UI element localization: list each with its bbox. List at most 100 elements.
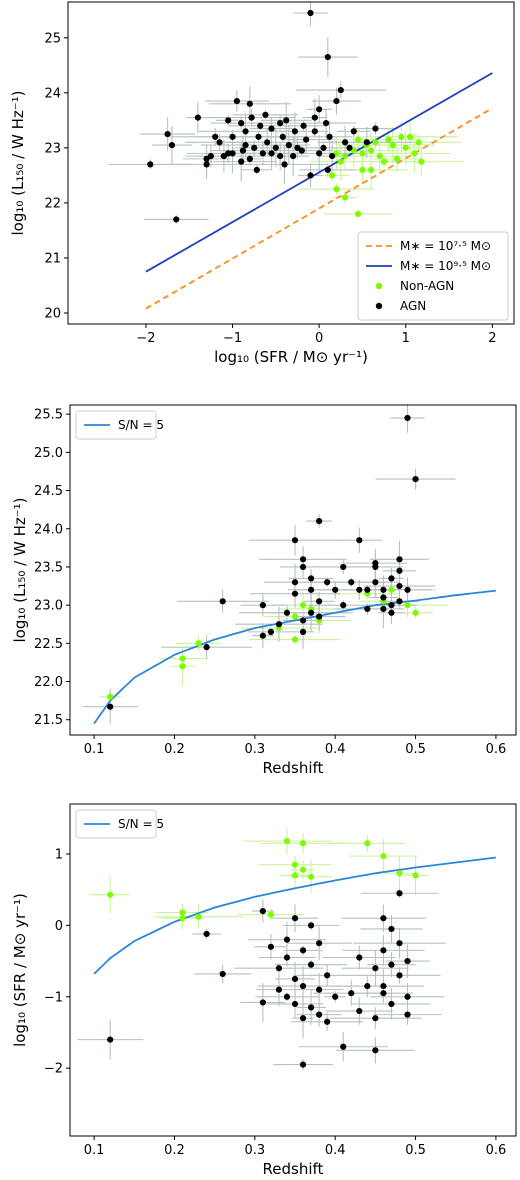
x-tick-label: 0.4: [325, 742, 346, 757]
agn-point: [238, 119, 245, 127]
agn-point: [212, 133, 219, 140]
non-agn-point: [195, 640, 202, 647]
agn-point: [396, 598, 403, 605]
agn-point: [272, 144, 279, 151]
agn-point: [388, 1000, 395, 1008]
agn-point: [283, 936, 291, 943]
panel-redshift-vs-luminosity: 0.1 0.2 0.3 0.4 0.5 0.6 21.5 22.0 22.5 23.0 23.5 24…: [11, 404, 517, 777]
agn-point: [356, 586, 363, 593]
agn-point: [388, 575, 395, 582]
agn-point: [279, 133, 286, 140]
non-agn-point: [402, 144, 409, 151]
agn-point: [311, 128, 318, 135]
y-tick-label: 22.5: [34, 637, 63, 652]
agn-point: [246, 100, 253, 107]
agn-point: [388, 925, 395, 933]
agn-point: [307, 1004, 315, 1011]
y-axis-label: log₁₀ (L₁₅₀ / W Hz⁻¹): [11, 497, 29, 642]
agn-point: [380, 990, 387, 997]
agn-point: [307, 9, 314, 17]
non-agn-point: [179, 915, 186, 922]
non-agn-point: [385, 136, 392, 143]
y-axis-label: log₁₀ (SFR / M⊙ yr⁻¹): [11, 893, 29, 1047]
non-agn-point: [291, 861, 299, 868]
axes-frame: [69, 404, 517, 736]
agn-point: [380, 915, 387, 922]
y-tick-label: 24.0: [34, 522, 63, 537]
agn-point: [307, 586, 315, 593]
agn-point: [259, 602, 266, 609]
non-agn-point: [337, 158, 344, 165]
x-tick-label: 2: [488, 331, 496, 346]
agn-point: [316, 598, 323, 605]
line-series: [93, 589, 497, 725]
agn-point: [194, 114, 202, 121]
agn-point: [356, 537, 363, 544]
agn-point: [364, 982, 371, 990]
agn-point: [299, 947, 307, 954]
non-agn-point: [291, 613, 299, 620]
y-tick-label: 25.0: [34, 446, 63, 461]
agn-point: [380, 594, 387, 601]
agn-point: [356, 1007, 363, 1015]
agn-point: [372, 1015, 379, 1022]
agn-point: [264, 139, 271, 146]
agn-point: [388, 961, 395, 968]
agn-point: [320, 144, 327, 151]
agn-point: [253, 166, 260, 173]
agn-point: [311, 114, 318, 121]
non-agn-point: [333, 186, 340, 193]
non-agn-point: [355, 210, 362, 218]
legend-box: [75, 809, 157, 839]
agn-point: [299, 982, 307, 990]
agn-point: [238, 158, 245, 165]
legend-swatch-agn: [375, 302, 383, 310]
agn-point: [303, 136, 310, 143]
agn-point: [350, 128, 357, 135]
non-agn-point: [299, 840, 307, 847]
y-tick-label: 23.0: [34, 599, 63, 614]
non-agn-point: [299, 602, 307, 609]
y-tick-label: 22: [44, 196, 61, 211]
legend-label: AGN: [400, 299, 426, 313]
legend: S/N = 5: [75, 809, 164, 839]
agn-point: [396, 940, 403, 947]
agn-point: [291, 128, 298, 135]
agn-point: [332, 993, 339, 1000]
non-agn-point: [179, 655, 186, 662]
y-tick-label: 21.5: [34, 713, 63, 728]
x-axis-label: Redshift: [263, 759, 324, 777]
agn-point: [396, 890, 403, 897]
agn-point: [248, 114, 255, 121]
agn-point: [307, 609, 315, 616]
legend-box: [75, 410, 157, 440]
legend-label: S/N = 5: [118, 418, 164, 432]
agn-point: [291, 1000, 299, 1008]
agn-point: [356, 954, 363, 961]
non-agn-point: [398, 133, 405, 140]
agn-point: [259, 999, 266, 1006]
non-agn-point: [355, 136, 362, 143]
non-agn-point: [307, 873, 315, 880]
non-agn-point: [364, 840, 371, 847]
agn-point: [324, 1018, 331, 1025]
agn-point: [329, 153, 336, 160]
agn-point: [324, 166, 331, 173]
y-tick-label: 1: [55, 847, 63, 862]
agn-point: [326, 133, 333, 140]
agn-point: [268, 150, 275, 157]
x-tick-label: 0.3: [244, 1143, 265, 1158]
y-tick-label: 21: [44, 251, 61, 266]
panel-sfr-vs-luminosity: −2 −1 0 1 2 20 21 22 23 24 25 log₁₀ (SFR / M⊙ yr⁻¹)…: [9, 1, 515, 366]
y-tick-label: −2: [44, 1062, 63, 1077]
non-agn-point: [359, 166, 366, 173]
agn-point: [203, 930, 210, 938]
legend-swatch-non-agn: [375, 282, 383, 290]
agn-point: [229, 133, 236, 140]
agn-point: [404, 414, 411, 422]
legend-label: S/N = 5: [118, 817, 164, 831]
non-agn-point: [415, 139, 422, 146]
y-tick-label: 23.5: [34, 560, 63, 575]
agn-point: [348, 990, 355, 997]
